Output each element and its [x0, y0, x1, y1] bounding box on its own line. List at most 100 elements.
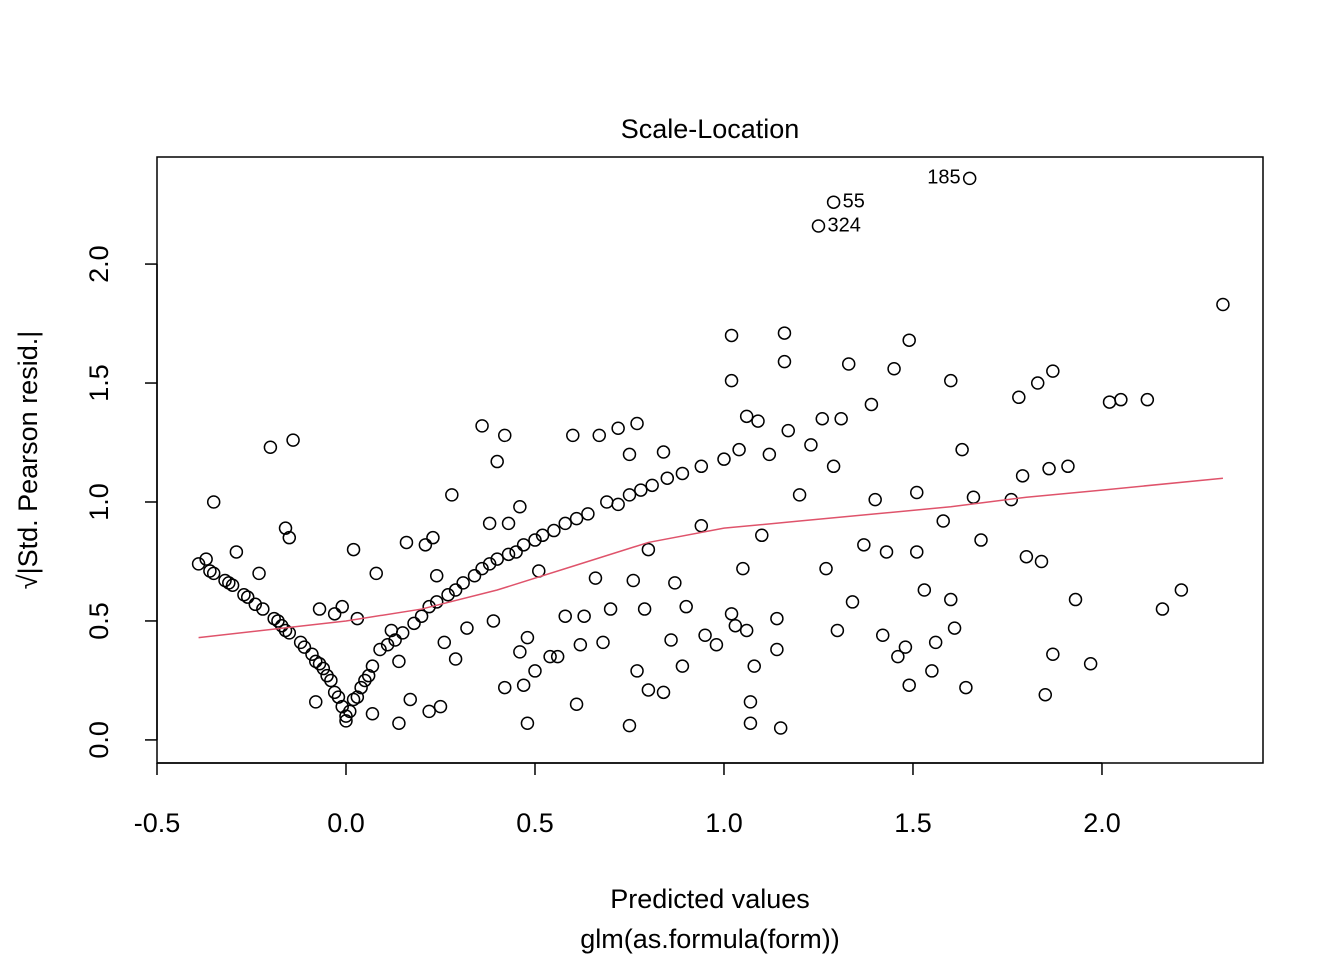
point: [770, 642, 784, 657]
point: [467, 569, 482, 583]
point: [528, 533, 542, 547]
chart-title: Scale-Location: [621, 114, 800, 144]
point: [206, 566, 221, 581]
point: [736, 561, 750, 576]
point: [297, 640, 312, 654]
point: [770, 611, 784, 626]
point: [868, 492, 882, 507]
point: [694, 519, 709, 533]
point: [403, 692, 418, 707]
point: [448, 652, 463, 666]
point: [1034, 554, 1049, 569]
point: [248, 597, 263, 612]
x-tick-label: 0.0: [327, 808, 365, 838]
point: [528, 664, 542, 678]
point: [656, 445, 671, 459]
point: [475, 561, 489, 576]
point: [955, 442, 969, 457]
point: [581, 507, 595, 521]
point: [1015, 469, 1030, 483]
point: [717, 452, 731, 466]
point: [815, 411, 830, 426]
point: [1155, 602, 1170, 616]
point: [312, 602, 327, 616]
point: [864, 397, 879, 412]
point: [762, 447, 777, 462]
point: [622, 488, 637, 502]
point: [380, 638, 395, 652]
point: [229, 545, 244, 559]
labeled-point: [962, 171, 977, 186]
point: [724, 607, 739, 621]
point: [841, 357, 856, 371]
point: [414, 609, 429, 623]
point: [694, 459, 709, 474]
point: [891, 649, 905, 664]
point: [282, 626, 297, 640]
point: [445, 488, 459, 502]
point: [728, 618, 743, 633]
point: [974, 533, 988, 547]
point: [482, 557, 497, 571]
point: [516, 678, 531, 692]
point: [456, 576, 470, 590]
point: [498, 680, 512, 695]
point: [361, 668, 376, 683]
point: [395, 626, 410, 640]
point: [558, 516, 572, 531]
point: [550, 649, 565, 664]
point: [327, 685, 342, 700]
point: [641, 542, 656, 557]
point: [792, 488, 807, 502]
point: [1068, 592, 1083, 607]
point: [490, 552, 504, 566]
point: [225, 578, 240, 593]
point: [947, 621, 962, 635]
point: [316, 661, 331, 676]
point: [819, 561, 833, 576]
point: [278, 521, 293, 535]
point: [910, 545, 924, 559]
point: [346, 542, 361, 557]
x-tick-label: -0.5: [134, 808, 181, 838]
point: [267, 611, 281, 626]
point: [928, 635, 943, 650]
x-tick-label: 0.5: [516, 808, 554, 838]
point: [751, 414, 765, 428]
point: [1140, 392, 1155, 407]
point: [278, 623, 293, 638]
point: [422, 599, 436, 614]
point: [399, 535, 414, 550]
point: [936, 514, 950, 528]
point: [327, 607, 342, 621]
point: [925, 664, 939, 678]
point: [320, 668, 334, 683]
labeled-point: [811, 219, 826, 233]
point: [256, 602, 270, 616]
point: [626, 573, 641, 588]
point: [1042, 461, 1056, 476]
point: [777, 354, 792, 369]
point: [498, 428, 512, 443]
point: [365, 706, 380, 721]
y-tick-label: 1.5: [84, 364, 114, 402]
point: [475, 419, 489, 433]
point: [781, 423, 795, 438]
point: [392, 654, 406, 669]
point: [773, 721, 788, 735]
labeled-point: [826, 195, 841, 209]
point: [573, 638, 588, 652]
point: [335, 699, 349, 714]
point: [490, 454, 504, 469]
y-tick-label: 0.5: [84, 602, 114, 640]
point: [448, 583, 463, 597]
point: [645, 478, 659, 493]
point: [675, 466, 690, 481]
point: [203, 564, 217, 578]
point: [743, 716, 758, 731]
point: [437, 635, 452, 650]
point: [240, 590, 255, 604]
point: [611, 497, 625, 512]
subtitle: glm(as.formula(form)): [580, 924, 840, 954]
point: [392, 716, 406, 731]
